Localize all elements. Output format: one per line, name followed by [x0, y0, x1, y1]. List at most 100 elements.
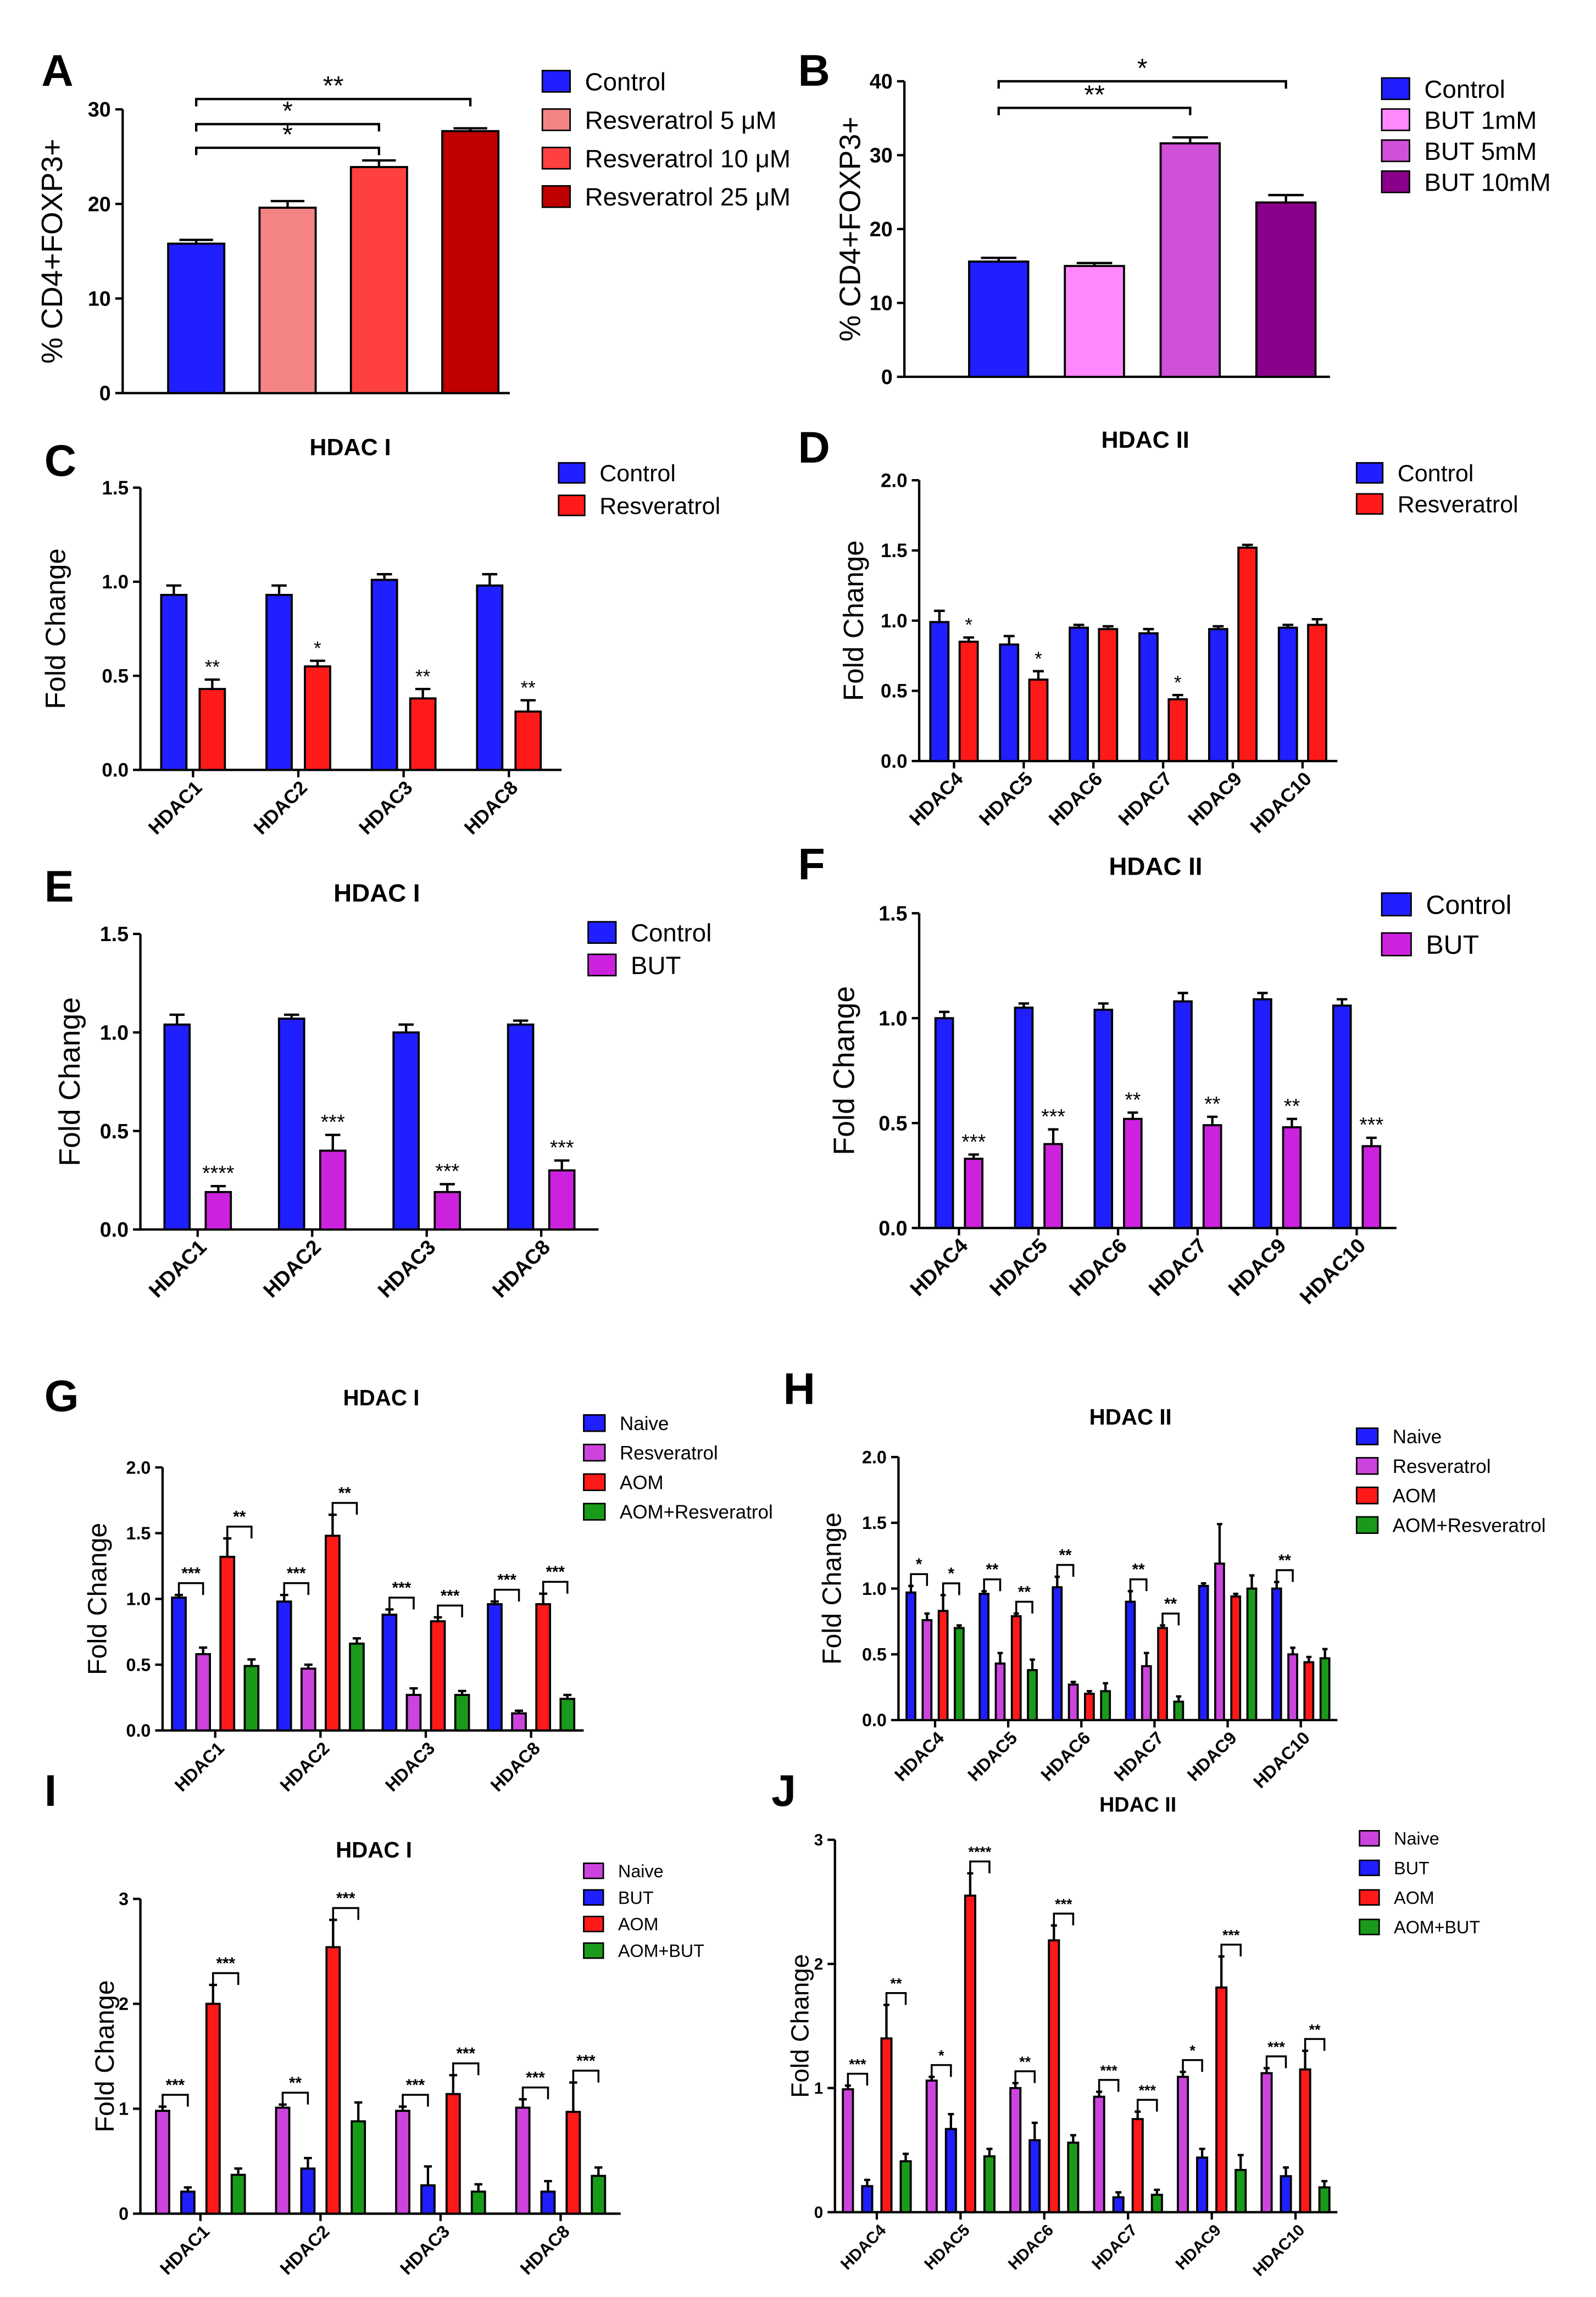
y-tick-label: 0.5: [881, 681, 908, 702]
bar: [1318, 2186, 1331, 2213]
significance-label: ***: [392, 1579, 411, 1597]
y-axis-label: Fold Change: [786, 1954, 814, 2098]
bar: [454, 1694, 470, 1732]
significance-label: *: [1174, 672, 1182, 693]
x-tick-label: HDAC5: [975, 768, 1037, 830]
legend-swatch: [1355, 1516, 1379, 1534]
bar: [219, 1555, 236, 1732]
legend-swatch: [1381, 932, 1412, 956]
bar: [381, 1614, 398, 1732]
significance-bracket: [1161, 1612, 1180, 1626]
significance-label: ***: [849, 2056, 866, 2073]
significance-label: ***: [497, 1571, 516, 1589]
bar: [1028, 678, 1049, 763]
significance-label: ***: [457, 2045, 476, 2063]
significance-bracket: [177, 1582, 204, 1595]
y-tick-label: 0.0: [878, 1216, 907, 1239]
legend-label: Naive: [1393, 1426, 1442, 1448]
bar: [842, 2088, 854, 2213]
y-axis-label: % CD4+FOXP3+: [833, 116, 866, 342]
x-tick-label: HDAC8: [516, 2221, 574, 2278]
significance-bracket: [1182, 2059, 1203, 2072]
bar: [1093, 1009, 1114, 1230]
legend-swatch: [1355, 1486, 1379, 1505]
x-tick-label: HDAC1: [171, 1738, 228, 1795]
significance-label: *: [1137, 53, 1148, 83]
significance-bracket: [910, 1573, 928, 1586]
x-tick-label: HDAC8: [487, 1738, 544, 1795]
legend-swatch: [558, 462, 586, 484]
significance-label: **: [1132, 1561, 1145, 1579]
x-tick-label: HDAC3: [373, 1235, 440, 1302]
y-tick-label: 40: [870, 70, 893, 93]
significance-label: ***: [336, 1889, 355, 1907]
legend-swatch: [541, 70, 571, 93]
significance-bracket: [195, 123, 380, 132]
significance-bracket: [572, 2070, 600, 2083]
y-axis-label: Fold Change: [818, 1512, 847, 1665]
bar: [1230, 1595, 1242, 1721]
significance-bracket: [332, 1907, 359, 1920]
significance-bracket: [331, 1501, 358, 1515]
y-axis-label: Fold Change: [90, 1980, 120, 2132]
legend-swatch: [583, 1443, 606, 1462]
bar: [921, 1619, 933, 1721]
x-tick-label: HDAC1: [156, 2221, 213, 2278]
significance-label: **: [205, 657, 220, 678]
bar: [204, 1191, 232, 1231]
significance-label: *: [314, 638, 321, 659]
y-tick-label: 30: [88, 98, 111, 121]
significance-label: ***: [1359, 1113, 1383, 1136]
legend-label: AOM: [618, 1915, 659, 1934]
legend-swatch: [1381, 170, 1410, 193]
y-axis-label: Fold Change: [53, 997, 86, 1166]
significance-label: **: [1204, 1092, 1221, 1115]
legend-swatch: [1359, 1859, 1380, 1876]
legend-label: Control: [1398, 460, 1474, 487]
significance-label: ***: [441, 1587, 460, 1605]
significance-bracket: [983, 1578, 1002, 1592]
legend-swatch: [1359, 1830, 1380, 1847]
y-tick-label: 0.5: [102, 665, 129, 687]
significance-bracket: [283, 1582, 310, 1595]
bar: [230, 2173, 246, 2215]
bar: [899, 2160, 912, 2213]
bar: [1255, 201, 1317, 378]
legend-swatch: [1381, 108, 1410, 131]
chart-title: HDAC II: [1089, 1404, 1172, 1430]
significance-label: **: [289, 2074, 302, 2092]
significance-bracket: [1220, 1943, 1242, 1957]
y-tick-label: 0.5: [862, 1645, 887, 1665]
x-tick-label: HDAC9: [1184, 768, 1246, 830]
y-tick-label: 2: [814, 1955, 823, 1973]
bar: [1277, 626, 1298, 763]
significance-label: *: [282, 96, 293, 126]
significance-label: *: [965, 615, 972, 636]
bar: [325, 1946, 341, 2215]
bar: [243, 1665, 260, 1732]
bar: [1173, 1000, 1193, 1230]
legend-swatch: [587, 921, 617, 944]
significance-bracket: [226, 1525, 253, 1539]
significance-label: ***: [961, 1130, 986, 1153]
y-tick-label: 1: [814, 2079, 823, 2098]
bar: [265, 593, 293, 771]
bar: [1202, 1124, 1222, 1230]
panel-label: B: [798, 46, 830, 96]
significance-label: **: [338, 1484, 352, 1503]
bar: [1067, 1683, 1079, 1721]
y-tick-label: 1.5: [881, 540, 908, 561]
bar: [1009, 2087, 1022, 2213]
bar: [1167, 698, 1188, 763]
bar: [1303, 1661, 1315, 1721]
bar: [277, 1017, 305, 1231]
significance-bracket: [1276, 1569, 1294, 1582]
bar: [155, 2110, 170, 2215]
significance-label: **: [1018, 1583, 1031, 1601]
y-tick-label: 0.5: [100, 1120, 129, 1143]
panel-label: H: [783, 1364, 815, 1414]
significance-label: ***: [1055, 1896, 1072, 1912]
significance-bracket: [885, 1992, 907, 2005]
legend-label: Control: [585, 68, 666, 96]
